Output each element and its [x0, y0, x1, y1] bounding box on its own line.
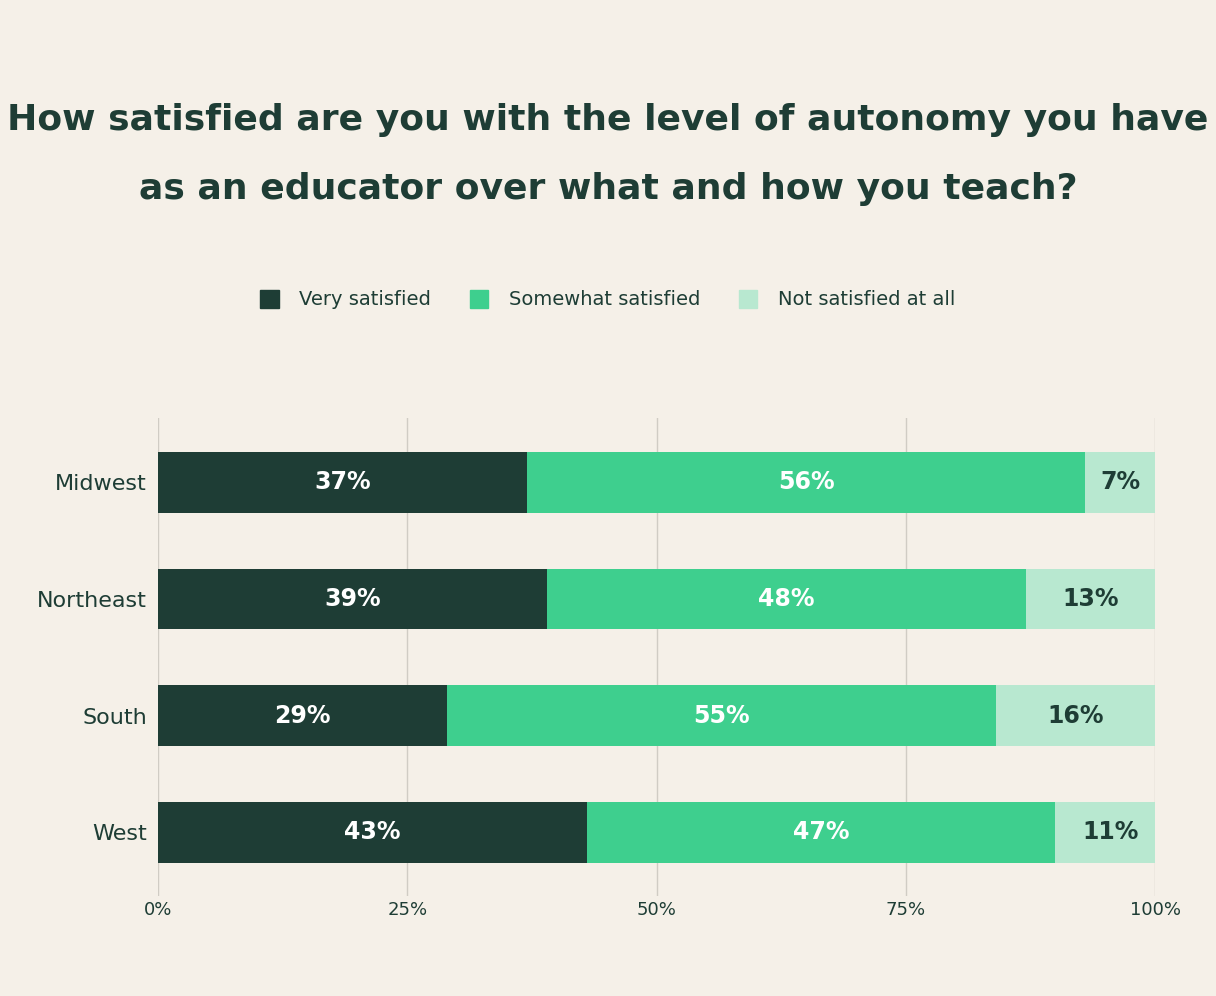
Text: 55%: 55%	[693, 703, 750, 728]
Text: as an educator over what and how you teach?: as an educator over what and how you tea…	[139, 172, 1077, 206]
Text: 7%: 7%	[1100, 470, 1141, 494]
Bar	[587, 802, 1055, 863]
Text: 47%: 47%	[793, 821, 850, 845]
Bar	[158, 452, 527, 513]
Bar	[158, 802, 587, 863]
Bar	[1086, 452, 1155, 513]
Text: 43%: 43%	[344, 821, 401, 845]
Text: 29%: 29%	[275, 703, 331, 728]
Bar	[447, 685, 996, 746]
Text: 13%: 13%	[1062, 587, 1119, 612]
Bar	[996, 685, 1155, 746]
Text: 11%: 11%	[1082, 821, 1138, 845]
Bar	[1055, 802, 1165, 863]
Text: 16%: 16%	[1047, 703, 1104, 728]
Bar	[1025, 569, 1155, 629]
Text: 37%: 37%	[314, 470, 371, 494]
Text: 48%: 48%	[758, 587, 815, 612]
Bar	[527, 452, 1086, 513]
Text: How satisfied are you with the level of autonomy you have: How satisfied are you with the level of …	[7, 103, 1209, 136]
Bar	[547, 569, 1025, 629]
Text: 39%: 39%	[325, 587, 381, 612]
Legend: Very satisfied, Somewhat satisfied, Not satisfied at all: Very satisfied, Somewhat satisfied, Not …	[250, 279, 966, 319]
Text: 56%: 56%	[778, 470, 834, 494]
Bar	[158, 569, 547, 629]
Bar	[158, 685, 447, 746]
